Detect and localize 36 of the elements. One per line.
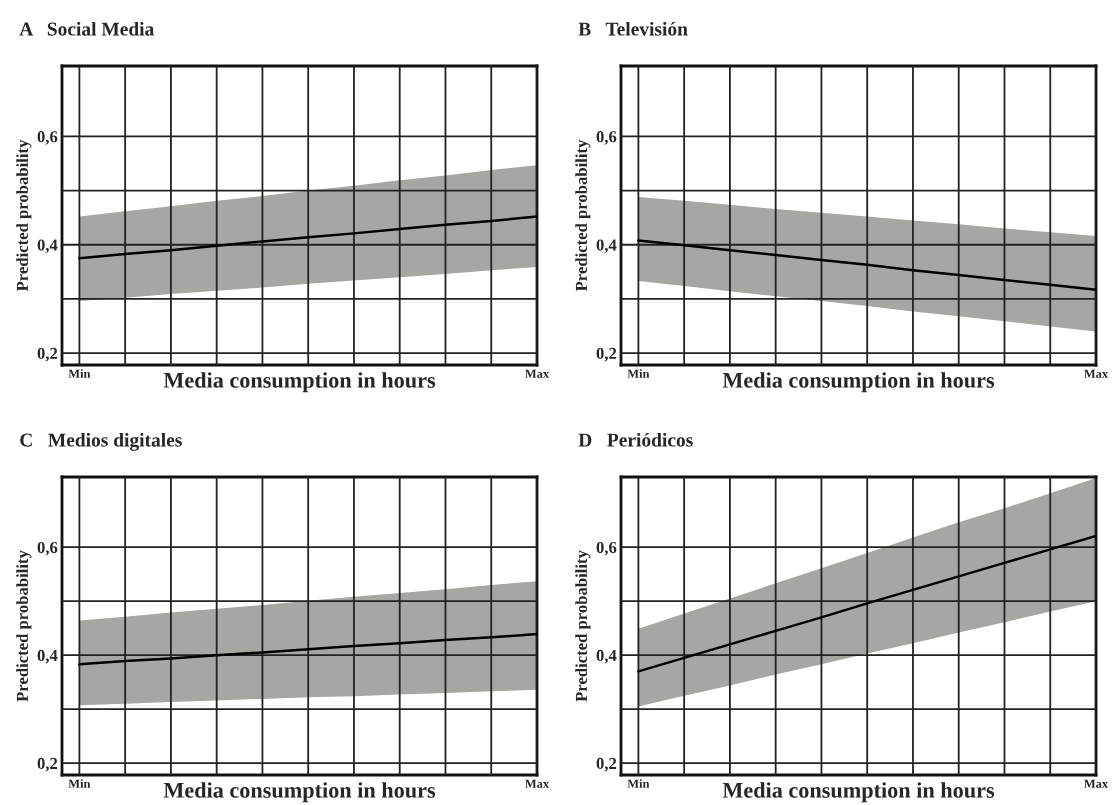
- x-tick-label: Max: [1084, 369, 1109, 378]
- y-tick-label: 0,4: [37, 239, 58, 254]
- x-axis-title: Media consumption in hours: [163, 782, 436, 803]
- y-tick-label: 0,4: [37, 649, 58, 664]
- y-tick-label: 0,2: [596, 347, 617, 362]
- y-axis-title: Predicted probability: [575, 550, 591, 702]
- x-tick-label: Min: [68, 369, 91, 378]
- y-tick-label: 0,2: [37, 757, 58, 772]
- y-tick-label: 0,2: [37, 347, 58, 362]
- y-axis-title: Predicted probability: [575, 139, 591, 292]
- chart-title: B Televisión: [578, 21, 688, 36]
- y-axis-title: Predicted probability: [16, 139, 32, 292]
- x-tick-label: Max: [525, 369, 550, 378]
- x-tick-label: Min: [627, 369, 650, 378]
- y-tick-label: 0,6: [596, 131, 617, 145]
- line-series: [637, 534, 1096, 673]
- x-axis-title: Media consumption in hours: [722, 782, 995, 803]
- x-tick-label: Max: [525, 779, 550, 788]
- x-tick-label: Max: [1084, 779, 1109, 788]
- y-tick-label: 0,6: [37, 541, 58, 556]
- x-axis-title: Media consumption in hours: [722, 372, 995, 393]
- y-axis-title: Predicted probability: [16, 550, 32, 702]
- y-tick-label: 0,6: [37, 131, 58, 145]
- chart-title: C Medios digitales: [20, 432, 182, 451]
- chart-title: A Social Media: [19, 21, 154, 36]
- y-tick-label: 0,4: [596, 239, 617, 254]
- line-series: [78, 215, 537, 260]
- line-series: [637, 239, 1096, 291]
- x-tick-label: Min: [627, 779, 650, 788]
- line-series: [78, 632, 537, 666]
- y-tick-label: 0,4: [596, 649, 617, 664]
- x-axis-title: Media consumption in hours: [163, 372, 436, 393]
- y-tick-label: 0,6: [596, 541, 617, 556]
- y-tick-label: 0,2: [596, 757, 617, 772]
- x-tick-label: Min: [68, 779, 91, 788]
- chart-title: D Periódicos: [578, 432, 693, 447]
